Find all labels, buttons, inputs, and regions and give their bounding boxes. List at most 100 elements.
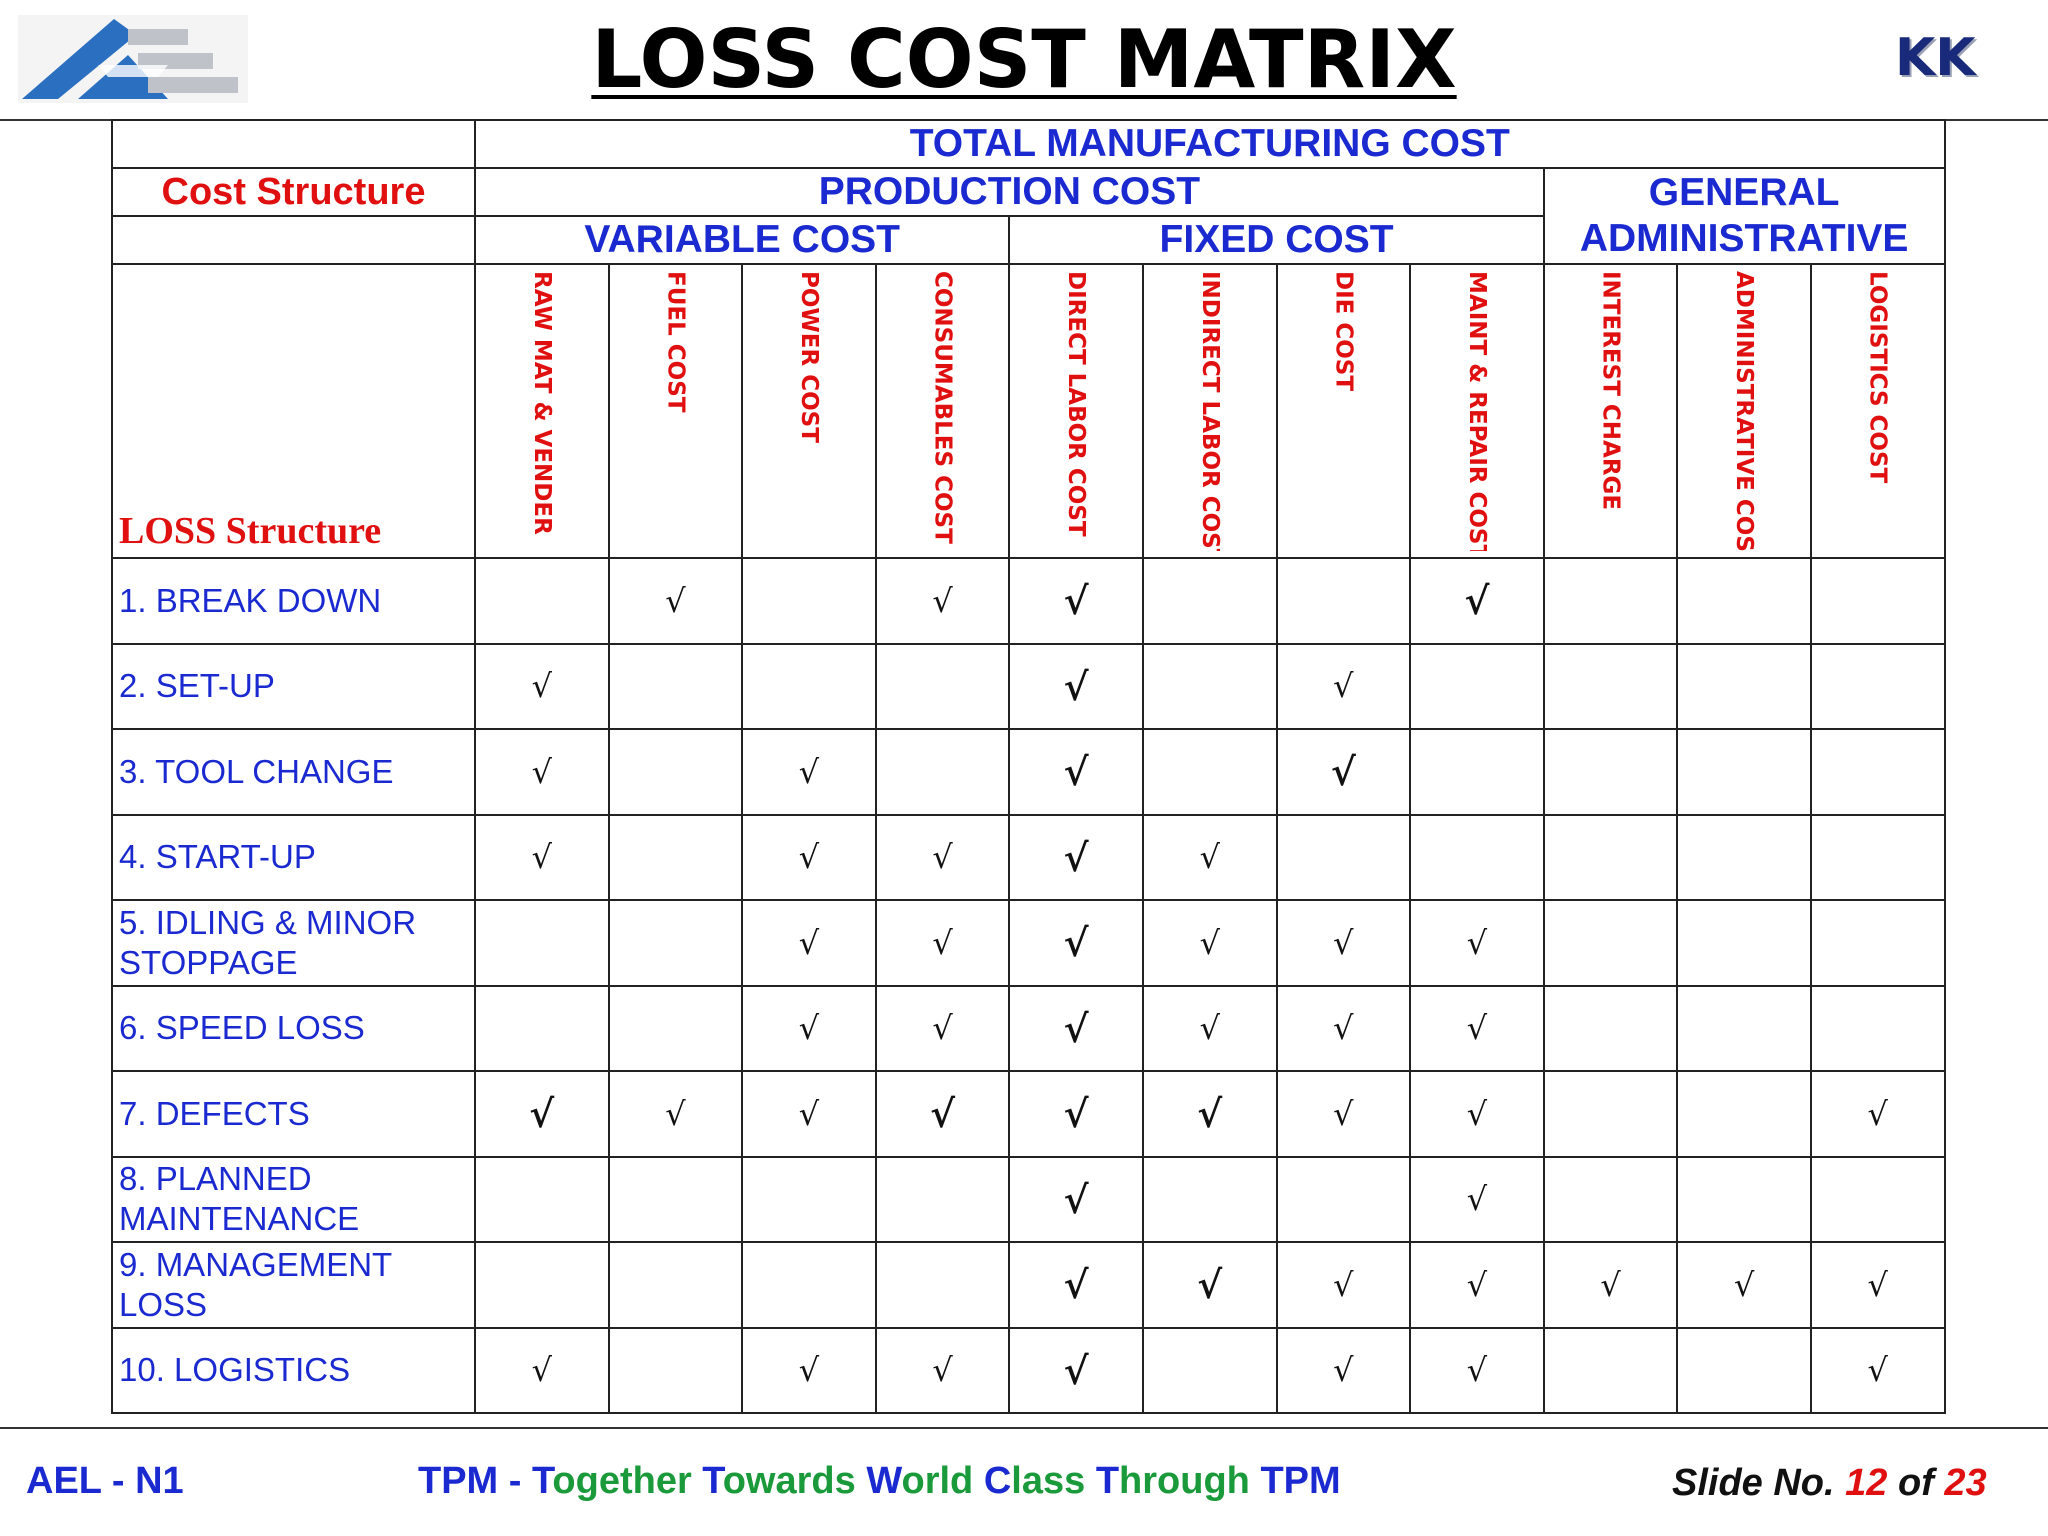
fixed-cost-header: FIXED COST — [1008, 215, 1545, 265]
empty-cell — [1809, 557, 1946, 645]
tagline-segment: W — [866, 1460, 902, 1502]
check-mark-cell: √ — [474, 728, 610, 816]
check-mark-cell: √ — [1008, 642, 1144, 730]
empty-cell — [874, 728, 1011, 816]
empty-cell — [1676, 728, 1812, 816]
check-mark-cell: √ — [1409, 1070, 1545, 1158]
empty-cell — [874, 642, 1011, 730]
footer-tagline: TPM - Together Towards World Class Throu… — [418, 1460, 1341, 1503]
empty-cell — [1141, 1155, 1278, 1243]
empty-cell — [474, 899, 610, 987]
loss-row-label: 8. PLANNED MAINTENANCE — [111, 1155, 476, 1243]
tagline-segment: TPM — [1260, 1460, 1341, 1502]
table-row: 3. TOOL CHANGE √ √ √ √ — [111, 728, 1946, 816]
table-row: 4. START-UP √ √ √ √ √ — [111, 813, 1946, 901]
check-mark-cell: √ — [741, 899, 877, 987]
kk-badge: KK — [1895, 28, 1976, 88]
empty-cell — [607, 899, 744, 987]
page-title: LOSS COST MATRIX — [591, 13, 1457, 106]
variable-cost-header: VARIABLE COST — [473, 215, 1011, 265]
empty-cell — [741, 1155, 877, 1243]
empty-cell — [1409, 642, 1545, 730]
empty-label-cell — [111, 215, 476, 265]
empty-cell — [1141, 642, 1278, 730]
empty-cell — [607, 728, 744, 816]
empty-cell — [1542, 1070, 1679, 1158]
column-header-row: LOSS Structure RAW MAT & VENDER FUEL COST… — [111, 263, 1946, 559]
check-mark-cell: √ — [1275, 1070, 1412, 1158]
empty-cell — [1542, 642, 1679, 730]
check-mark-cell: √ — [741, 813, 877, 901]
bottom-divider — [0, 1427, 2048, 1429]
empty-cell — [1542, 1326, 1679, 1414]
check-mark-cell: √ — [1275, 642, 1412, 730]
empty-cell — [1676, 899, 1812, 987]
empty-cell — [1275, 1155, 1412, 1243]
check-mark-cell: √ — [874, 899, 1011, 987]
column-header-0: RAW MAT & VENDER — [474, 263, 610, 559]
check-mark-cell: √ — [1542, 1241, 1679, 1329]
check-mark-cell: √ — [1809, 1241, 1946, 1329]
empty-cell — [1542, 899, 1679, 987]
empty-cell — [607, 1241, 744, 1329]
empty-cell — [1676, 642, 1812, 730]
column-header-label: LOGISTICS COST — [1864, 271, 1891, 484]
check-mark-cell: √ — [1008, 557, 1144, 645]
slide-of: of — [1897, 1462, 1934, 1504]
cost-structure-label: Cost Structure — [111, 167, 476, 217]
check-mark-cell: √ — [1409, 1155, 1545, 1243]
loss-structure-label: LOSS Structure — [111, 263, 476, 559]
check-mark-cell: √ — [1275, 984, 1412, 1072]
empty-cell — [1809, 642, 1946, 730]
check-mark-cell: √ — [1809, 1326, 1946, 1414]
table-row: 2. SET-UP √ √ √ — [111, 642, 1946, 730]
empty-cell — [1676, 813, 1812, 901]
column-header-label: DIE COST — [1330, 271, 1357, 392]
check-mark-cell: √ — [1008, 1070, 1144, 1158]
loss-row-label: 3. TOOL CHANGE — [111, 728, 476, 816]
empty-corner-cell — [111, 119, 476, 169]
check-mark-cell: √ — [1008, 984, 1144, 1072]
check-mark-cell: √ — [474, 642, 610, 730]
column-header-label: CONSUMABLES COST — [929, 271, 956, 544]
loss-cost-matrix: TOTAL MANUFACTURING COST Cost Structure … — [111, 119, 1946, 1414]
column-header-9: ADMINISTRATIVE COSTS — [1676, 263, 1812, 559]
loss-row-label: 6. SPEED LOSS — [111, 984, 476, 1072]
tagline-segment: T — [531, 1460, 553, 1502]
empty-cell — [474, 1241, 610, 1329]
empty-cell — [1409, 728, 1545, 816]
check-mark-cell: √ — [1409, 984, 1545, 1072]
tagline-segment: ogether — [552, 1460, 703, 1502]
empty-cell — [474, 984, 610, 1072]
check-mark-cell: √ — [1409, 1326, 1545, 1414]
general-admin-line1: GENERAL — [1648, 171, 1840, 214]
check-mark-cell: √ — [607, 557, 744, 645]
check-mark-cell: √ — [474, 1326, 610, 1414]
empty-cell — [1409, 813, 1545, 901]
empty-cell — [474, 1155, 610, 1243]
table-row: 6. SPEED LOSS √ √ √ √ √ √ — [111, 984, 1946, 1072]
empty-cell — [474, 557, 610, 645]
column-header-7: MAINT & REPAIR COST — [1409, 263, 1545, 559]
check-mark-cell: √ — [1409, 557, 1545, 645]
check-mark-cell: √ — [1141, 1070, 1278, 1158]
empty-cell — [741, 1241, 877, 1329]
empty-cell — [1542, 728, 1679, 816]
column-header-label: INTEREST CHARGE — [1597, 271, 1624, 511]
check-mark-cell: √ — [741, 984, 877, 1072]
check-mark-cell: √ — [1275, 899, 1412, 987]
header-row-3: VARIABLE COST FIXED COST — [111, 215, 1945, 265]
empty-cell — [1809, 1155, 1946, 1243]
empty-cell — [607, 1155, 744, 1243]
tagline-segment: C — [983, 1460, 1012, 1502]
empty-cell — [874, 1155, 1011, 1243]
total-manufacturing-cost-header: TOTAL MANUFACTURING COST — [474, 119, 1946, 169]
empty-cell — [1809, 899, 1946, 987]
table-row: 9. MANAGEMENT LOSS √ √ √ √ √ √ √ — [111, 1241, 1946, 1329]
empty-cell — [1676, 557, 1812, 645]
empty-cell — [607, 984, 744, 1072]
tagline-segment: T — [1095, 1460, 1120, 1502]
column-header-label: POWER COST — [795, 271, 822, 443]
loss-row-label: 5. IDLING & MINOR STOPPAGE — [111, 899, 476, 987]
column-header-8: INTEREST CHARGE — [1542, 263, 1679, 559]
